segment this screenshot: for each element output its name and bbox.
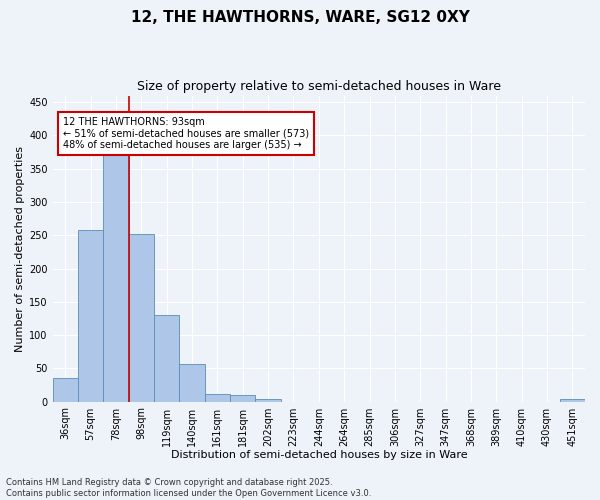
Bar — [256, 399, 281, 402]
Bar — [560, 399, 585, 402]
Bar — [78, 230, 103, 402]
Bar — [230, 395, 256, 402]
Text: Contains HM Land Registry data © Crown copyright and database right 2025.
Contai: Contains HM Land Registry data © Crown c… — [6, 478, 371, 498]
Bar — [154, 315, 179, 402]
Bar — [205, 394, 230, 402]
Bar — [129, 234, 154, 402]
Y-axis label: Number of semi-detached properties: Number of semi-detached properties — [15, 146, 25, 352]
Bar — [103, 153, 129, 402]
Bar — [179, 364, 205, 402]
Bar — [53, 378, 78, 402]
Text: 12 THE HAWTHORNS: 93sqm
← 51% of semi-detached houses are smaller (573)
48% of s: 12 THE HAWTHORNS: 93sqm ← 51% of semi-de… — [63, 117, 310, 150]
Title: Size of property relative to semi-detached houses in Ware: Size of property relative to semi-detach… — [137, 80, 501, 93]
X-axis label: Distribution of semi-detached houses by size in Ware: Distribution of semi-detached houses by … — [170, 450, 467, 460]
Text: 12, THE HAWTHORNS, WARE, SG12 0XY: 12, THE HAWTHORNS, WARE, SG12 0XY — [131, 10, 469, 25]
